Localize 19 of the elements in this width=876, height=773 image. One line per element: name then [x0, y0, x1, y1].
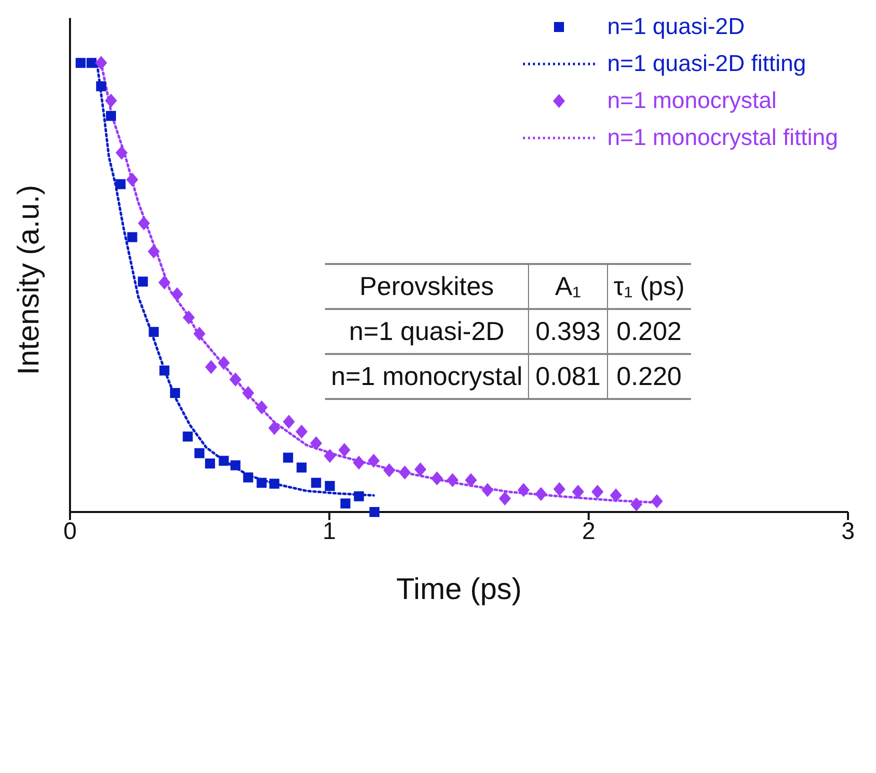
y-axis-title: Intensity (a.u.) [12, 184, 46, 375]
x-tick-label: 3 [841, 518, 855, 546]
annotation: 0.081 [528, 354, 608, 399]
annotation: A₁ [528, 264, 608, 309]
legend-label: n=1 quasi-2D fitting [607, 50, 806, 77]
x-axis-title: Time (ps) [396, 573, 522, 606]
x-tick-label: 1 [322, 518, 336, 546]
legend-label: n=1 monocrystal [607, 87, 777, 114]
annotation: τ₁ (ps) [607, 264, 691, 309]
annotation: 0.393 [528, 309, 608, 354]
annotation: n=1 quasi-2D [325, 309, 529, 354]
annotation: 0.220 [607, 354, 691, 399]
legend-label: n=1 quasi-2D [607, 13, 745, 40]
x-tick-label: 2 [582, 518, 596, 546]
annotation: 0.202 [607, 309, 691, 354]
legend-label: n=1 monocrystal fitting [607, 124, 838, 151]
x-tick-label: 0 [63, 518, 77, 546]
annotation: Perovskites [325, 264, 529, 309]
annotation: n=1 monocrystal [325, 354, 529, 399]
